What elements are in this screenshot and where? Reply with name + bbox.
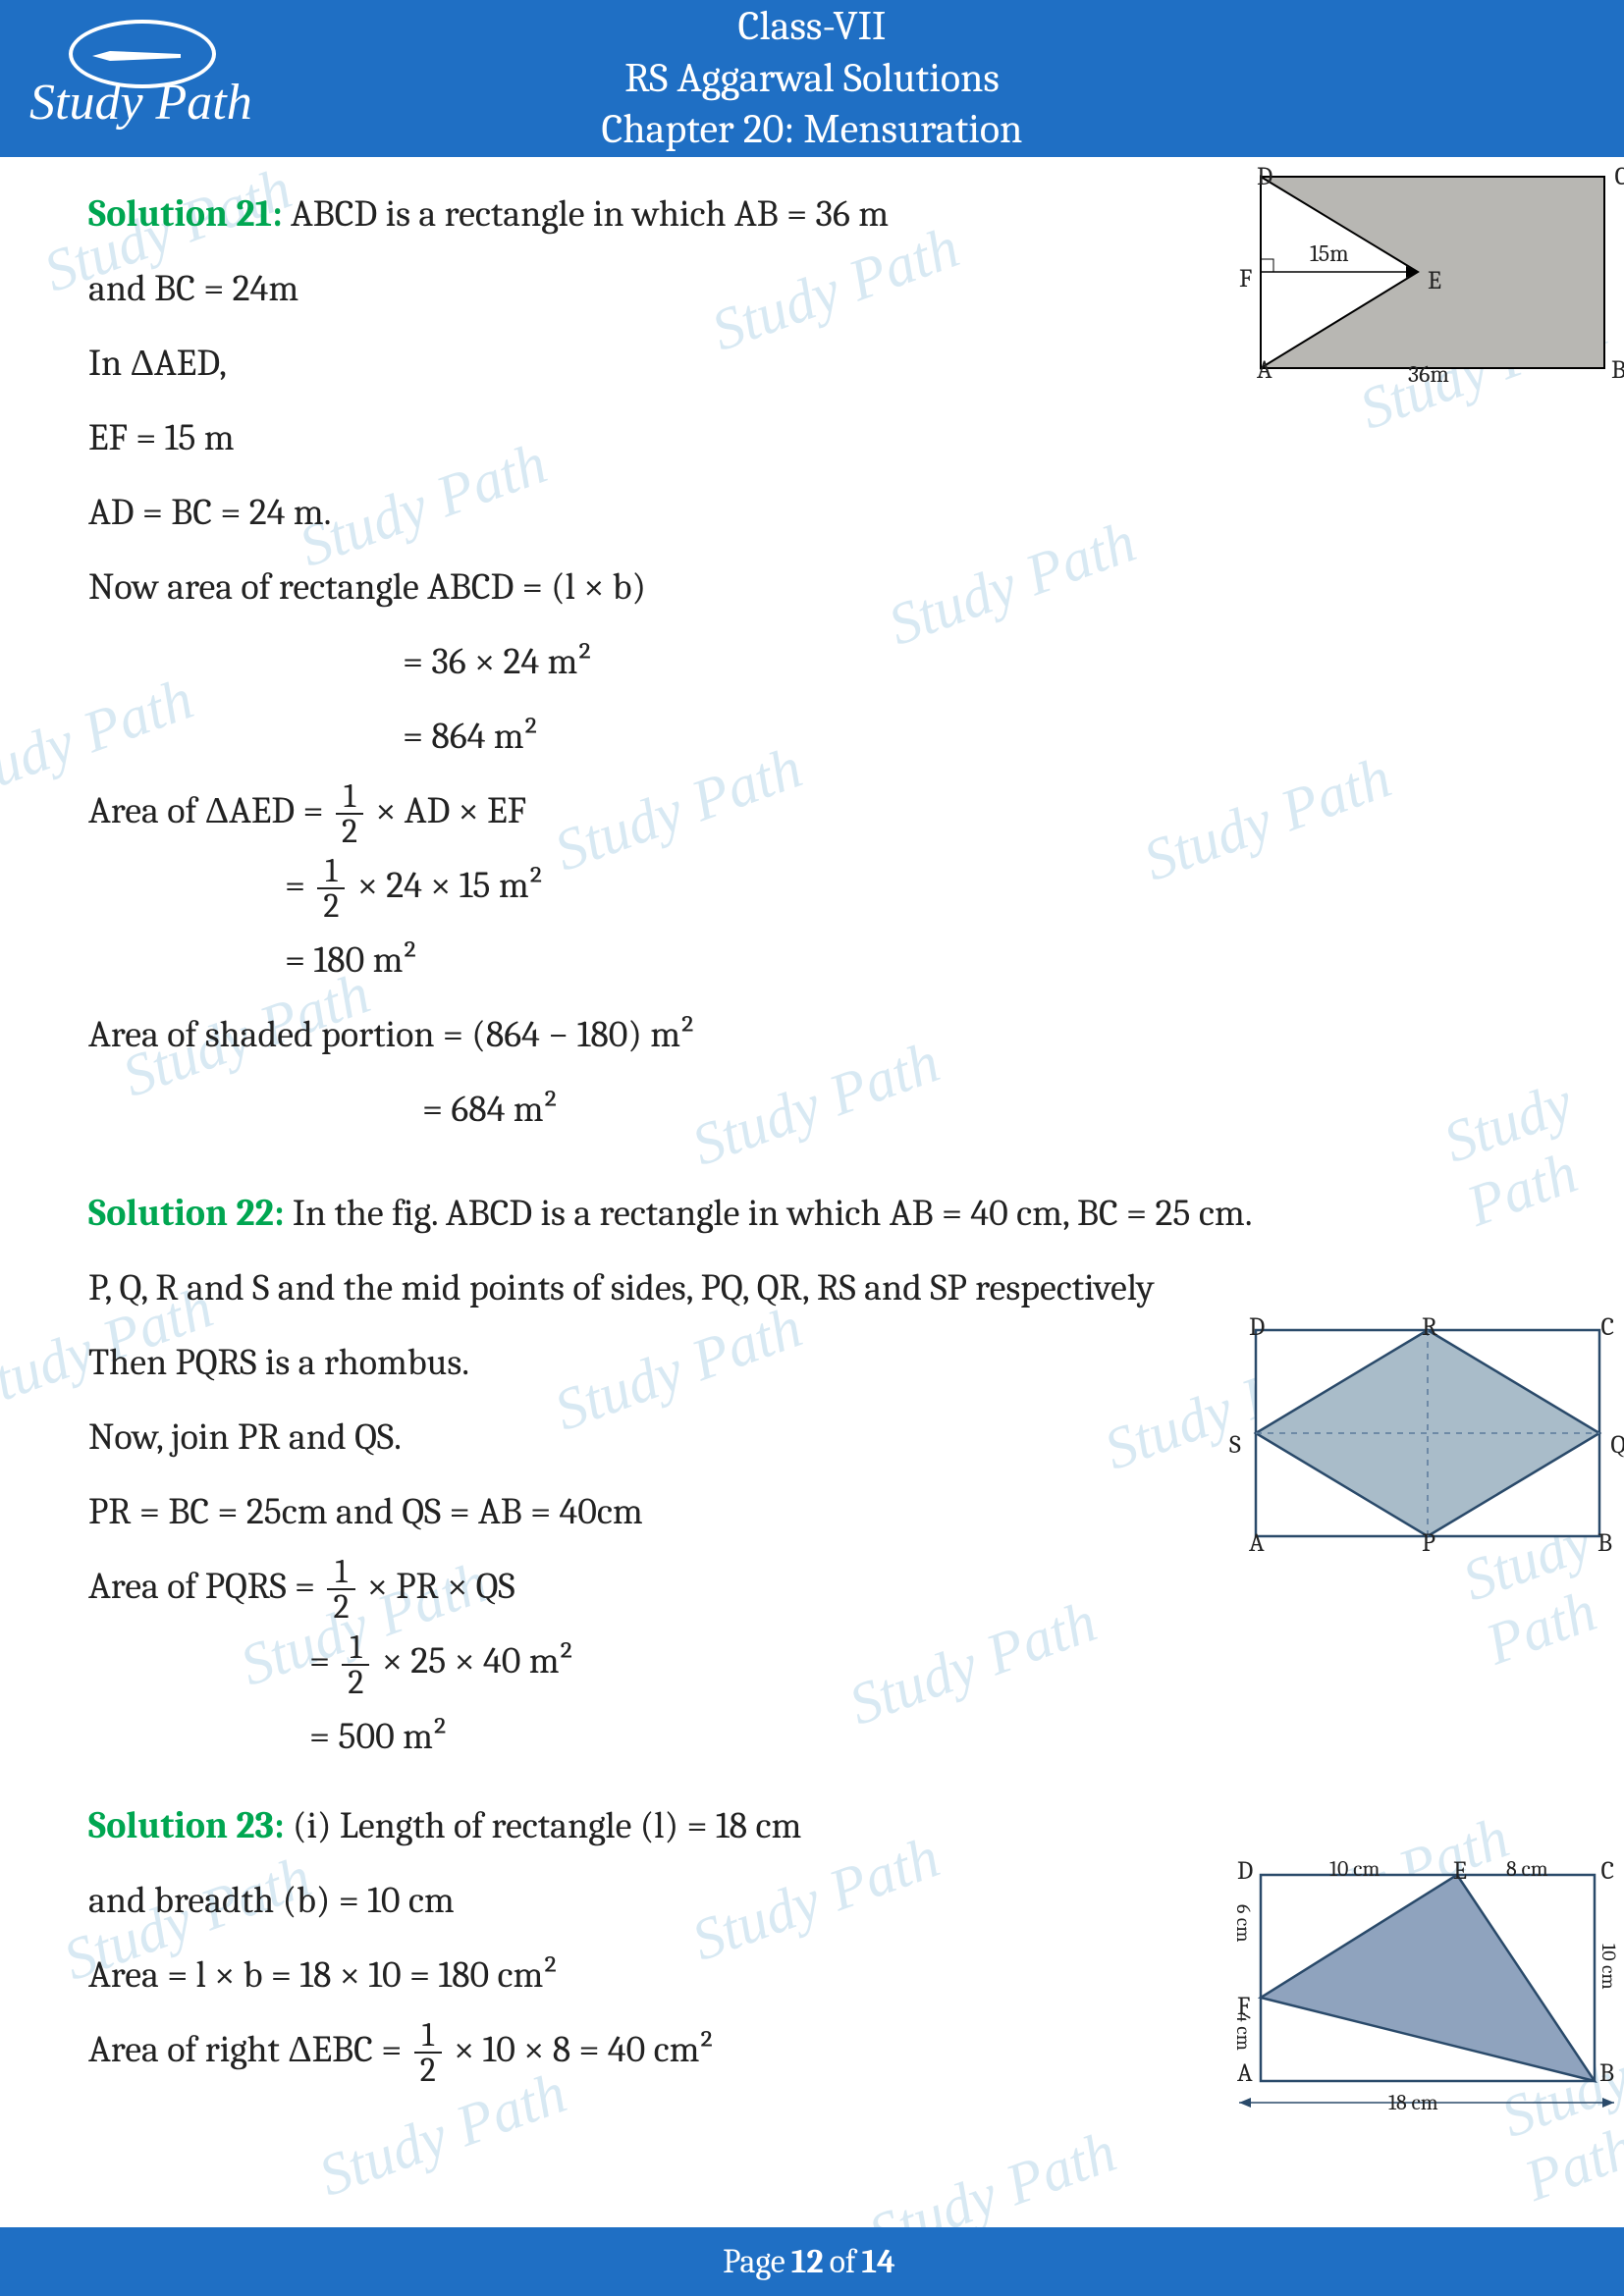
figure-22: D R C S Q A P B — [1212, 1306, 1624, 1580]
label-C: C — [1601, 1302, 1615, 1353]
sol23-label: Solution 23: — [88, 1804, 285, 1847]
sol21-l4: EF = 15 m — [88, 400, 1536, 475]
footer-num: 12 — [791, 2242, 824, 2281]
logo: Study Path — [29, 20, 265, 132]
page-header: Study Path Class-VII RS Aggarwal Solutio… — [0, 0, 1624, 157]
dim-fa: 4 cm — [1223, 2012, 1263, 2051]
label-D: D — [1237, 1845, 1253, 1896]
label-Q: Q — [1610, 1419, 1624, 1470]
header-chapter: Chapter 20: Mensuration — [602, 104, 1023, 156]
label-C: C — [1615, 151, 1624, 202]
label-E: E — [1453, 1845, 1467, 1896]
sol23-l1: (i) Length of rectangle (l) = 18 cm — [285, 1804, 802, 1847]
label-B: B — [1597, 1518, 1612, 1569]
dim-cb: 10 cm — [1589, 1944, 1624, 1990]
sol22-l8: = 500 m² — [88, 1699, 1536, 1774]
sol21-l7: = 36 × 24 m² — [88, 624, 1536, 699]
label-C: C — [1601, 1845, 1615, 1896]
sol21-label: Solution 21: — [88, 192, 283, 236]
sol21-l11: = 180 m² — [88, 923, 1536, 997]
sol22-l7: = 12 × 25 × 40 m² — [88, 1624, 1536, 1698]
dim-ab: 18 cm — [1388, 2081, 1438, 2124]
label-A: A — [1249, 1518, 1265, 1569]
figure-23: D E C F A B 10 cm 8 cm 6 cm 4 cm 10 cm 1… — [1202, 1845, 1624, 2120]
dim-ec: 8 cm — [1506, 1847, 1548, 1891]
header-book: RS Aggarwal Solutions — [602, 53, 1023, 105]
sol21-l5: AD = BC = 24 m. — [88, 475, 1536, 550]
sol21-l9: Area of ΔAED = 12 × AD × EF — [88, 774, 1536, 848]
label-B: B — [1611, 345, 1624, 396]
header-titles: Class-VII RS Aggarwal Solutions Chapter … — [602, 1, 1023, 156]
sol21-l12: Area of shaded portion = (864 − 180) m² — [88, 997, 1536, 1072]
label-S: S — [1229, 1419, 1241, 1470]
footer-mid: of — [830, 2242, 856, 2281]
dim-df: 6 cm — [1223, 1904, 1263, 1942]
sol21-l1: ABCD is a rectangle in which AB = 36 m — [283, 192, 889, 236]
label-E: E — [1428, 255, 1441, 306]
dim-de: 10 cm — [1329, 1847, 1380, 1891]
label-A: A — [1257, 345, 1272, 396]
figure-21: D C A B F E 15m 36m 24m — [1231, 157, 1624, 398]
label-R: R — [1422, 1302, 1437, 1353]
label-F: F — [1239, 253, 1252, 304]
footer-pre: Page — [723, 2242, 785, 2281]
label-B: B — [1599, 2048, 1614, 2099]
sol21-l6: Now area of rectangle ABCD = (l × b) — [88, 550, 1536, 624]
header-class: Class-VII — [602, 1, 1023, 53]
sol21-l10: = 12 × 24 × 15 m² — [88, 848, 1536, 923]
label-D: D — [1249, 1302, 1265, 1353]
dim-ab: 36m — [1408, 350, 1449, 398]
sol21-l13: = 684 m² — [88, 1072, 1536, 1147]
sol22-l1: In the fig. ABCD is a rectangle in which… — [285, 1192, 1253, 1235]
dim-ef: 15m — [1310, 230, 1349, 277]
sol21-l8: = 864 m² — [88, 699, 1536, 774]
label-P: P — [1422, 1518, 1435, 1569]
footer-total: 14 — [862, 2242, 895, 2281]
sol22-label: Solution 22: — [88, 1192, 285, 1235]
page-footer: Page 12 of 14 — [0, 2227, 1624, 2296]
label-A: A — [1237, 2048, 1253, 2099]
label-D: D — [1257, 151, 1272, 202]
content-area: D C A B F E 15m 36m 24m Solution 21: ABC… — [0, 157, 1624, 2087]
